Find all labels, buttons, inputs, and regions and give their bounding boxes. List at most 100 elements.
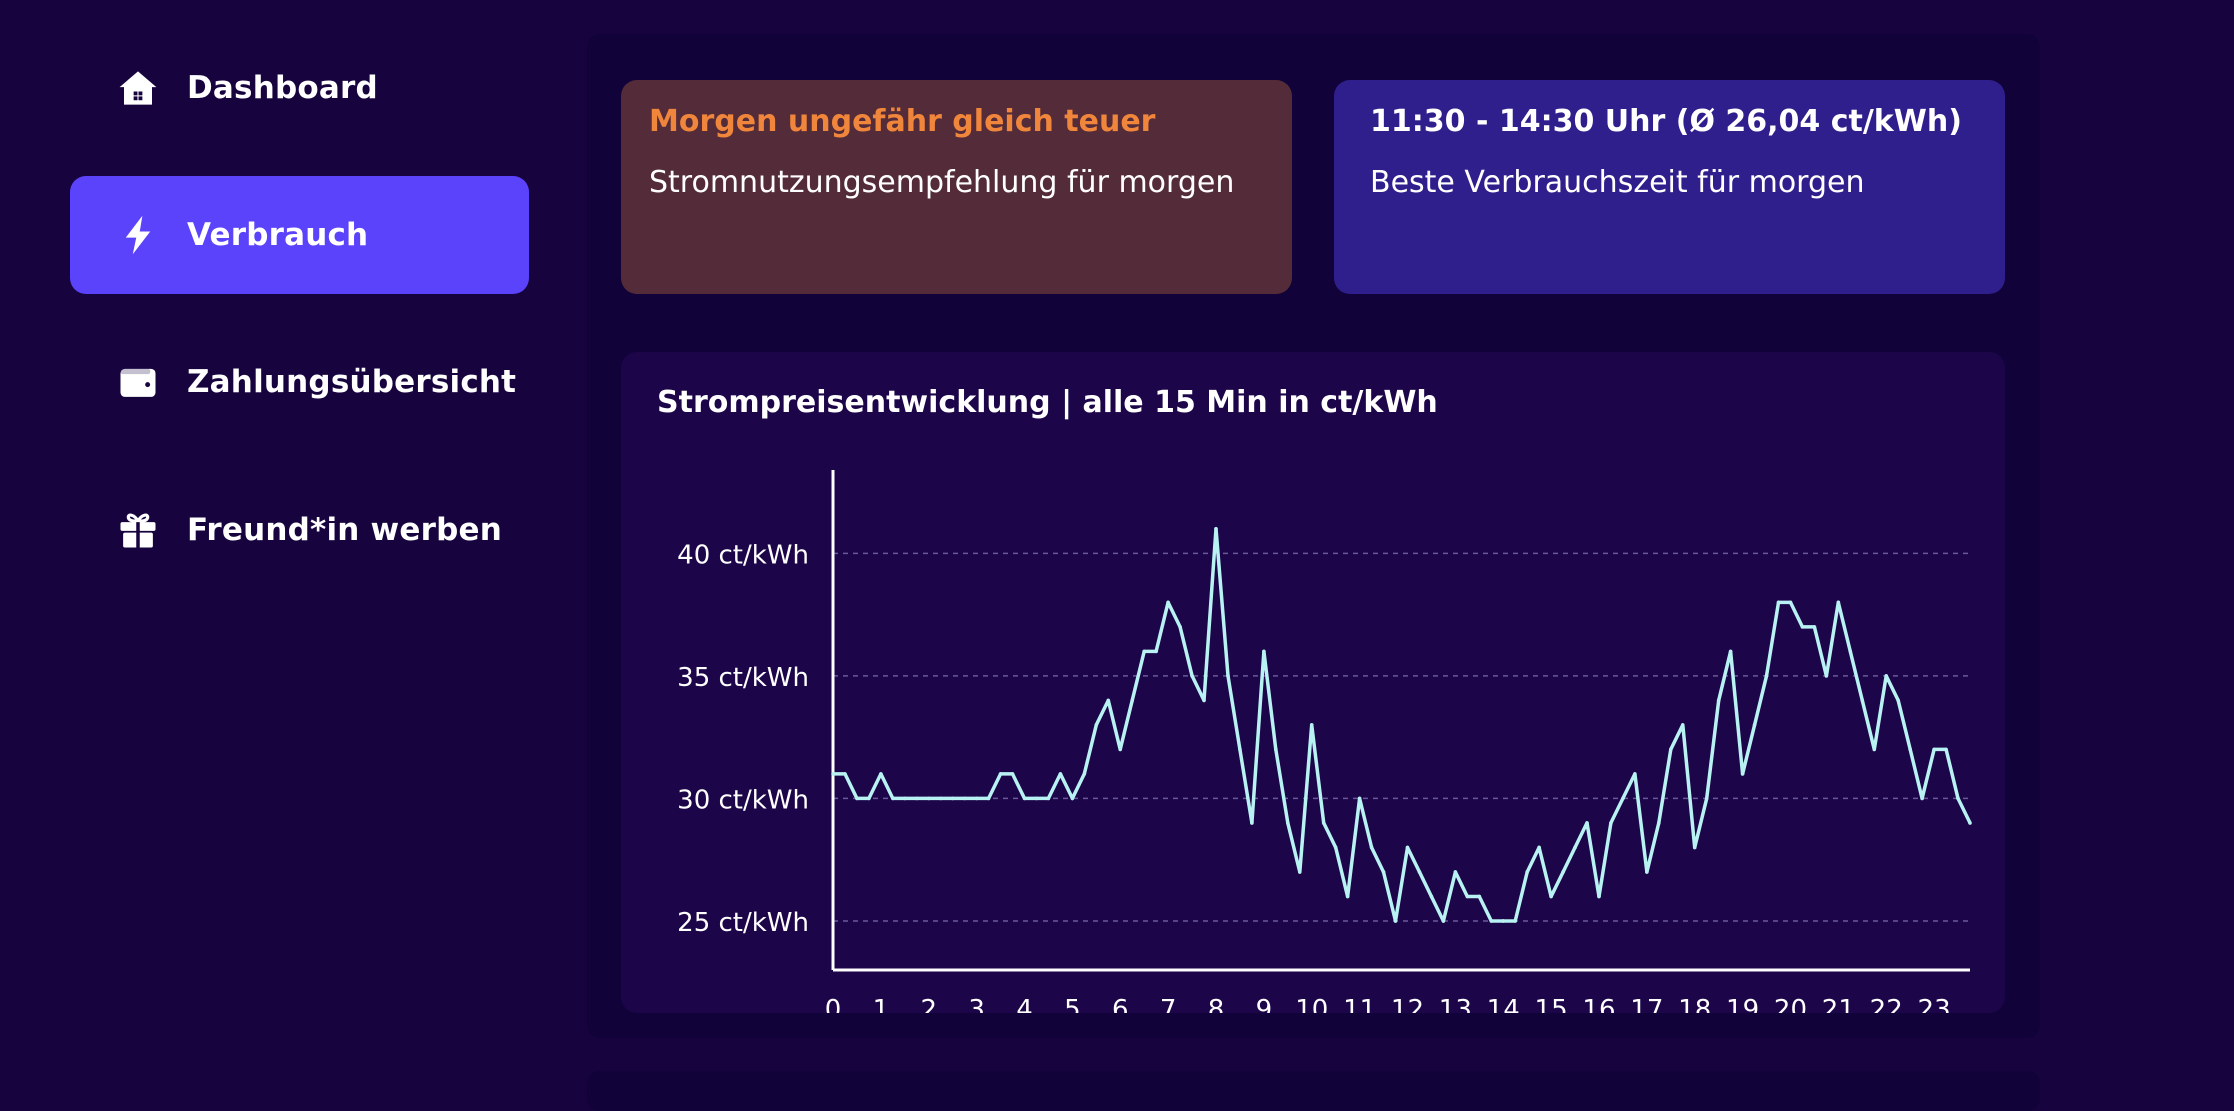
data-point bbox=[1262, 649, 1266, 654]
x-tick-label: 4 bbox=[1016, 995, 1033, 1013]
data-point bbox=[1154, 649, 1158, 654]
gift-icon bbox=[115, 507, 161, 553]
data-point bbox=[1094, 723, 1099, 727]
data-point bbox=[1537, 845, 1541, 850]
data-point bbox=[1106, 698, 1111, 703]
data-point bbox=[1824, 674, 1829, 678]
x-tick-label: 16 bbox=[1582, 995, 1615, 1013]
price-trend-title: Morgen ungefähr gleich teuer bbox=[649, 104, 1156, 139]
data-point bbox=[1585, 821, 1589, 825]
data-point bbox=[962, 796, 967, 801]
data-point bbox=[843, 772, 847, 776]
x-tick-label: 0 bbox=[825, 995, 842, 1013]
data-point bbox=[1345, 894, 1350, 899]
data-point bbox=[1393, 919, 1398, 923]
data-point bbox=[1118, 747, 1123, 752]
data-point bbox=[1130, 698, 1135, 703]
data-point bbox=[855, 796, 859, 801]
data-point bbox=[1764, 674, 1769, 678]
data-point bbox=[1046, 796, 1051, 801]
data-point bbox=[1250, 821, 1254, 825]
data-point bbox=[1477, 894, 1482, 899]
x-tick-label: 22 bbox=[1870, 995, 1903, 1013]
x-tick-label: 18 bbox=[1678, 995, 1711, 1013]
data-point bbox=[926, 796, 931, 801]
data-point bbox=[1704, 796, 1709, 801]
sidebar-item-label: Verbrauch bbox=[187, 217, 369, 253]
data-point bbox=[1166, 600, 1170, 605]
data-point bbox=[891, 796, 895, 801]
sidebar-item-dashboard[interactable]: Dashboard bbox=[70, 29, 529, 147]
data-point bbox=[867, 796, 871, 801]
price-chart-card: Strompreisentwicklung | alle 15 Min in c… bbox=[621, 352, 2005, 1013]
data-point bbox=[950, 796, 955, 801]
data-point bbox=[1872, 747, 1877, 752]
data-point bbox=[1274, 747, 1278, 752]
data-point bbox=[1800, 625, 1805, 629]
data-point bbox=[879, 772, 883, 776]
x-tick-label: 20 bbox=[1774, 995, 1807, 1013]
x-tick-label: 5 bbox=[1064, 995, 1081, 1013]
data-point bbox=[1836, 600, 1841, 605]
data-point bbox=[1226, 674, 1230, 678]
data-point bbox=[1908, 747, 1912, 752]
data-point bbox=[1597, 894, 1601, 899]
data-point bbox=[1573, 845, 1577, 850]
data-point bbox=[1728, 649, 1733, 654]
data-point bbox=[1645, 870, 1649, 874]
data-point bbox=[1501, 919, 1506, 923]
data-point bbox=[1381, 870, 1386, 874]
price-series-line bbox=[833, 527, 1972, 923]
data-point bbox=[1417, 870, 1422, 874]
data-point bbox=[1525, 870, 1529, 874]
sidebar-item-label: Zahlungsübersicht bbox=[187, 364, 517, 400]
y-tick-label: 25 ct/kWh bbox=[677, 908, 809, 938]
data-point bbox=[914, 796, 919, 801]
x-tick-label: 11 bbox=[1343, 995, 1376, 1013]
data-point bbox=[1178, 625, 1182, 629]
data-point bbox=[1142, 649, 1146, 654]
x-tick-label: 10 bbox=[1295, 995, 1328, 1013]
data-point bbox=[1920, 796, 1924, 801]
data-point bbox=[1668, 747, 1673, 752]
data-point bbox=[1848, 649, 1853, 654]
x-tick-label: 14 bbox=[1487, 995, 1520, 1013]
x-tick-label: 6 bbox=[1112, 995, 1129, 1013]
data-point bbox=[1405, 845, 1410, 850]
sidebar-item-freund-werben[interactable]: Freund*in werben bbox=[70, 471, 529, 589]
sidebar-item-zahlungsuebersicht[interactable]: Zahlungsübersicht bbox=[70, 323, 529, 441]
x-tick-label: 2 bbox=[920, 995, 937, 1013]
data-point bbox=[1633, 772, 1637, 776]
data-point bbox=[1716, 698, 1721, 703]
y-tick-label: 30 ct/kWh bbox=[677, 785, 809, 815]
data-point bbox=[903, 796, 907, 801]
data-point bbox=[1034, 796, 1039, 801]
data-point bbox=[1070, 796, 1075, 801]
x-tick-label: 9 bbox=[1256, 995, 1273, 1013]
chart-title: Strompreisentwicklung | alle 15 Min in c… bbox=[657, 385, 1438, 420]
data-point bbox=[1369, 845, 1374, 850]
data-point bbox=[1238, 747, 1242, 752]
sidebar-item-verbrauch[interactable]: Verbrauch bbox=[70, 176, 529, 294]
y-tick-label: 35 ct/kWh bbox=[677, 663, 809, 693]
data-point bbox=[1453, 870, 1458, 874]
best-time-subtitle: Beste Verbrauchszeit für morgen bbox=[1370, 165, 1865, 200]
x-tick-label: 19 bbox=[1726, 995, 1759, 1013]
data-point bbox=[1513, 919, 1517, 923]
data-point bbox=[1956, 796, 1960, 801]
x-tick-label: 17 bbox=[1630, 995, 1663, 1013]
data-point bbox=[998, 772, 1003, 776]
data-point bbox=[938, 796, 943, 801]
data-point bbox=[1896, 698, 1900, 703]
x-tick-label: 15 bbox=[1535, 995, 1568, 1013]
sidebar-item-label: Dashboard bbox=[187, 70, 378, 106]
data-point bbox=[1692, 845, 1697, 850]
price-trend-subtitle: Stromnutzungsempfehlung für morgen bbox=[649, 165, 1235, 200]
data-point bbox=[1609, 821, 1613, 825]
best-time-title: 11:30 - 14:30 Uhr (Ø 26,04 ct/kWh) bbox=[1370, 104, 1962, 139]
data-point bbox=[1860, 698, 1865, 703]
data-point bbox=[1429, 894, 1434, 899]
data-point bbox=[1286, 821, 1290, 825]
data-point bbox=[1776, 600, 1781, 605]
data-point bbox=[1441, 919, 1446, 923]
